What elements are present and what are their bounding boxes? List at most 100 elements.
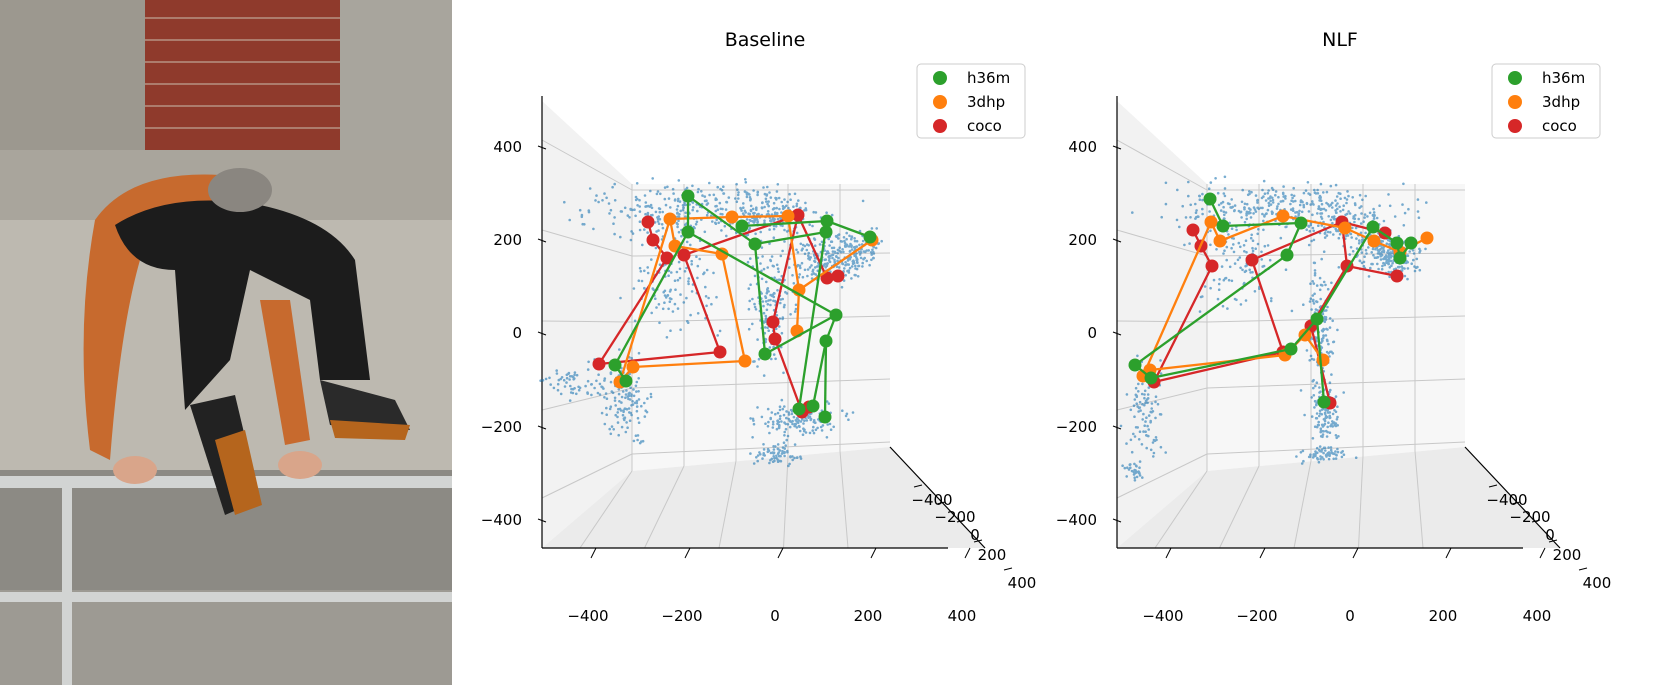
z-tick-label: 0: [1087, 324, 1097, 342]
cloud-point: [751, 436, 754, 439]
cloud-point: [1325, 338, 1329, 342]
cloud-point: [611, 185, 614, 189]
cloud-point: [1138, 460, 1142, 463]
cloud-point: [1289, 202, 1292, 206]
cloud-point: [1381, 264, 1384, 268]
z-tick: [537, 518, 547, 523]
cloud-point: [1146, 401, 1149, 405]
cloud-point: [541, 379, 545, 382]
cloud-point: [776, 183, 780, 186]
cloud-point: [794, 303, 798, 307]
dhp-joint: [626, 360, 640, 374]
cloud-point: [1388, 266, 1392, 269]
cloud-point: [724, 208, 728, 211]
cloud-point: [1311, 226, 1315, 230]
cloud-point: [1126, 466, 1129, 470]
cloud-point: [773, 276, 776, 280]
cloud-point: [786, 423, 790, 426]
cloud-point: [773, 292, 776, 295]
cloud-point: [806, 274, 809, 278]
cloud-point: [1215, 248, 1218, 251]
cloud-point: [685, 266, 688, 270]
h36m-joint: [1317, 395, 1331, 409]
cloud-point: [1143, 393, 1146, 396]
cloud-point: [654, 297, 657, 301]
cloud-point: [1371, 247, 1375, 251]
cloud-point: [1230, 279, 1234, 283]
cloud-point: [641, 243, 644, 247]
cloud-point: [663, 186, 667, 189]
cloud-point: [667, 197, 671, 200]
cloud-point: [1326, 203, 1330, 206]
cloud-point: [813, 238, 817, 241]
cloud-point: [1329, 203, 1333, 206]
cloud-point: [1310, 357, 1314, 361]
cloud-point: [756, 365, 759, 368]
cloud-point: [801, 433, 805, 437]
cloud-point: [779, 459, 783, 463]
cloud-point: [1311, 380, 1315, 383]
cloud-point: [595, 194, 598, 197]
cloud-point: [838, 246, 841, 249]
cloud-point: [1251, 239, 1255, 242]
cloud-point: [636, 438, 639, 442]
cloud-point: [853, 273, 856, 277]
x-tick-label: 400: [1523, 607, 1552, 625]
cloud-point: [664, 203, 668, 207]
y-axis-line: [889, 446, 986, 549]
cloud-point: [749, 452, 752, 455]
cloud-point: [853, 237, 856, 240]
cloud-point: [1328, 381, 1332, 385]
cloud-point: [1243, 270, 1247, 274]
cloud-point: [1276, 205, 1279, 208]
dhp-joint: [1420, 231, 1434, 245]
coco-joint: [660, 251, 674, 265]
cloud-point: [597, 200, 600, 204]
cloud-point: [1311, 280, 1314, 283]
cloud-point: [1178, 225, 1181, 229]
cloud-point: [1137, 382, 1140, 386]
cloud-point: [1327, 215, 1330, 218]
cloud-point: [1294, 199, 1297, 203]
cloud-point: [1263, 244, 1267, 248]
cloud-point: [1363, 213, 1367, 216]
coco-bone: [1251, 220, 1343, 262]
cloud-point: [628, 391, 631, 395]
cloud-point: [870, 227, 874, 230]
cloud-point: [1328, 317, 1332, 320]
cloud-point: [645, 410, 649, 414]
cloud-point: [598, 382, 602, 386]
cloud-point: [844, 274, 847, 277]
cloud-point: [1207, 187, 1211, 190]
y-tick: [1548, 539, 1558, 543]
cloud-point: [1133, 462, 1136, 466]
cloud-point: [593, 386, 596, 390]
cloud-point: [1233, 204, 1237, 207]
cloud-point: [1320, 408, 1324, 411]
cloud-point: [801, 243, 805, 247]
cloud-point: [646, 211, 650, 215]
cloud-point: [1376, 255, 1380, 259]
cloud-point: [847, 271, 851, 274]
h36m-joint: [820, 214, 834, 228]
cloud-point: [704, 199, 708, 203]
legend-marker: [1508, 95, 1522, 109]
cloud-point: [661, 210, 664, 214]
cloud-point: [1187, 180, 1190, 184]
cloud-point: [1295, 455, 1298, 458]
cloud-point: [672, 192, 675, 195]
cloud-point: [656, 220, 660, 223]
cloud-point: [770, 255, 774, 258]
coco-joint: [641, 215, 655, 229]
cloud-point: [1269, 199, 1272, 203]
cloud-point: [783, 303, 786, 307]
cloud-point: [651, 177, 654, 180]
cloud-point: [650, 206, 654, 210]
cloud-point: [756, 193, 759, 197]
cloud-point: [601, 199, 604, 202]
cloud-point: [1130, 450, 1134, 454]
cloud-point: [577, 388, 581, 392]
cloud-point: [613, 399, 617, 402]
cloud-point: [1387, 193, 1390, 196]
cloud-point: [655, 230, 658, 233]
